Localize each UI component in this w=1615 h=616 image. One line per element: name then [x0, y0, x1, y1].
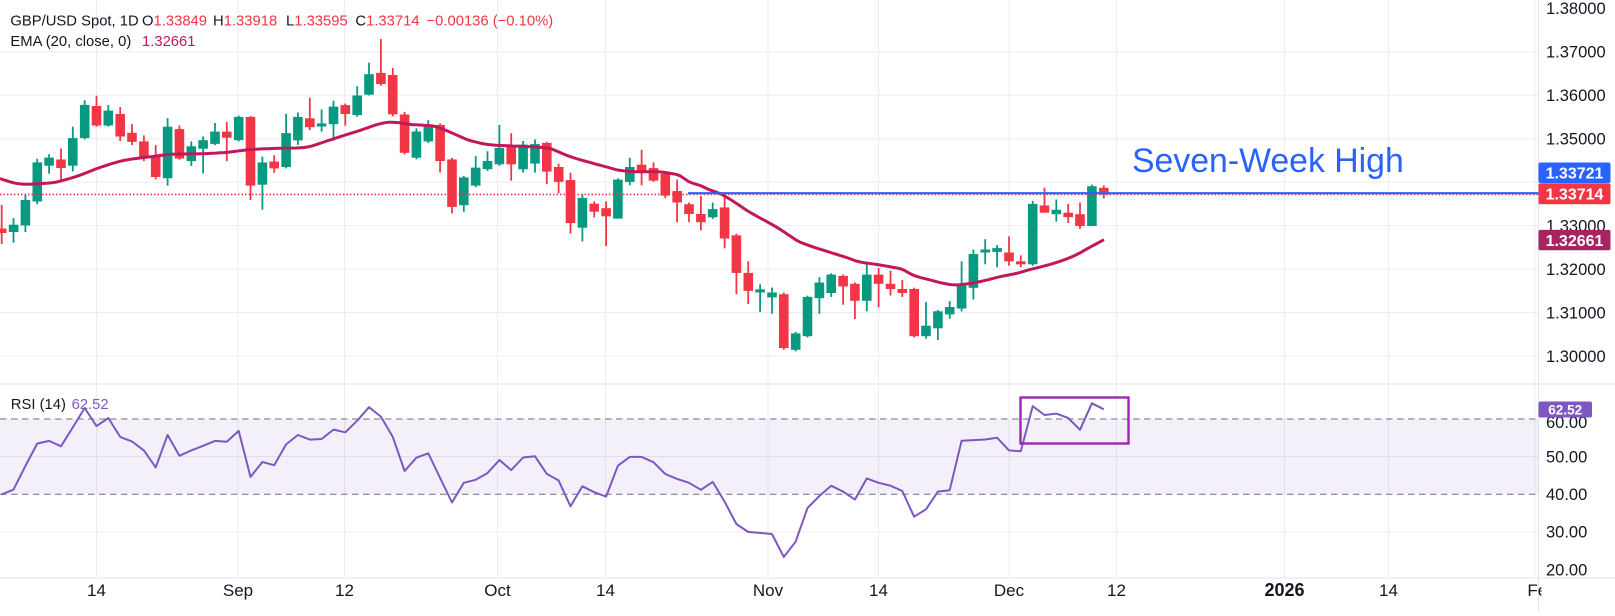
svg-text:RSI (14): RSI (14) — [11, 397, 66, 413]
svg-text:H1.33918: H1.33918 — [213, 14, 277, 30]
svg-text:1.32661: 1.32661 — [1546, 233, 1604, 250]
svg-text:14: 14 — [87, 581, 106, 600]
svg-text:Dec: Dec — [994, 581, 1025, 600]
svg-text:Seven-Week High: Seven-Week High — [1132, 142, 1404, 180]
svg-text:1.32661: 1.32661 — [142, 34, 196, 50]
svg-text:14: 14 — [596, 581, 615, 600]
svg-text:GBP/USD Spot, 1D: GBP/USD Spot, 1D — [10, 14, 138, 30]
svg-text:2026: 2026 — [1264, 580, 1304, 600]
svg-text:L1.33595: L1.33595 — [286, 14, 348, 30]
svg-text:−0.00136 (−0.10%): −0.00136 (−0.10%) — [427, 14, 554, 30]
svg-text:12: 12 — [335, 581, 354, 600]
svg-text:62.52: 62.52 — [1548, 402, 1582, 417]
svg-text:O1.33849: O1.33849 — [142, 14, 207, 30]
svg-text:62.52: 62.52 — [72, 397, 109, 413]
svg-text:Nov: Nov — [753, 581, 784, 600]
svg-text:1.38000: 1.38000 — [1546, 0, 1606, 18]
svg-text:C1.33714: C1.33714 — [355, 14, 419, 30]
svg-text:1.33714: 1.33714 — [1546, 187, 1604, 204]
svg-text:30.00: 30.00 — [1546, 524, 1587, 542]
svg-text:12: 12 — [1107, 581, 1126, 600]
svg-text:Oct: Oct — [484, 581, 511, 600]
svg-text:14: 14 — [1379, 581, 1398, 600]
svg-text:EMA (20, close, 0): EMA (20, close, 0) — [10, 34, 131, 50]
svg-text:1.31000: 1.31000 — [1546, 304, 1606, 322]
svg-text:40.00: 40.00 — [1546, 486, 1587, 504]
svg-text:Sep: Sep — [223, 581, 253, 600]
svg-text:50.00: 50.00 — [1546, 448, 1587, 466]
svg-text:14: 14 — [869, 581, 888, 600]
svg-text:1.30000: 1.30000 — [1546, 348, 1606, 366]
svg-text:1.32000: 1.32000 — [1546, 261, 1606, 279]
svg-text:1.33721: 1.33721 — [1546, 166, 1604, 183]
svg-text:60.00: 60.00 — [1546, 414, 1587, 432]
svg-text:20.00: 20.00 — [1546, 561, 1587, 579]
svg-text:1.35000: 1.35000 — [1546, 131, 1606, 149]
svg-text:1.36000: 1.36000 — [1546, 87, 1606, 105]
svg-text:1.37000: 1.37000 — [1546, 44, 1606, 62]
